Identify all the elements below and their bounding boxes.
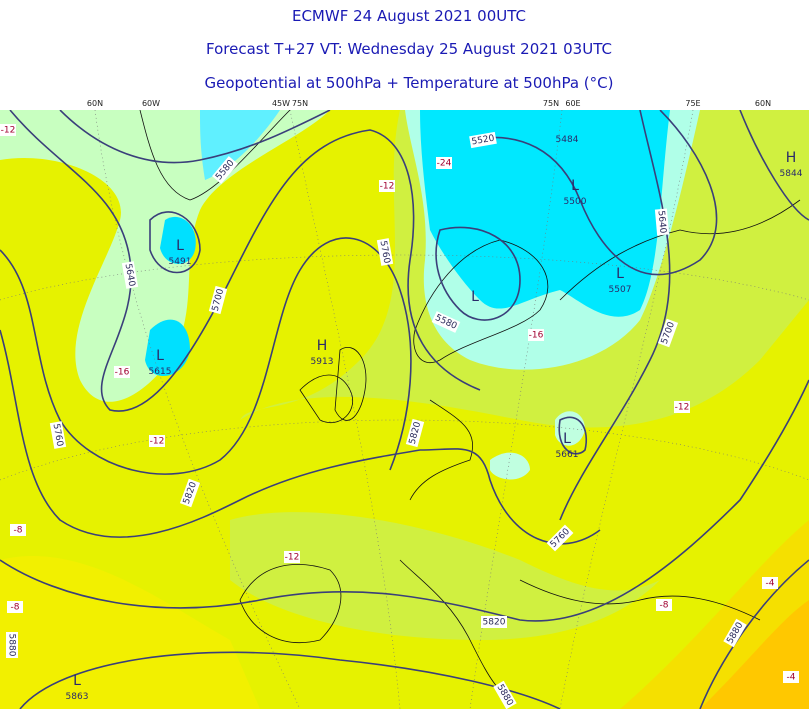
temperature-label: -8 — [660, 601, 669, 611]
contour-labels: 5520558056405700576055805760582058205640… — [6, 131, 747, 709]
contour-label-text: 5520 — [471, 134, 496, 148]
contour-label: 5820 — [405, 418, 425, 448]
contour-label: 5880 — [6, 632, 18, 658]
center-value: 5507 — [609, 285, 632, 295]
label-box — [10, 524, 26, 536]
temperature-labels: -12 -24 -12 -16 -12 -16 -12 -8 -12 -8 -8 -4 -4 — [0, 124, 799, 683]
center-value: 5484 — [556, 135, 579, 145]
temperature-label: -24 — [437, 159, 452, 169]
label-box — [723, 618, 747, 648]
contour-label-text: 5760 — [51, 423, 65, 448]
graticule-label: 75N — [543, 99, 559, 108]
center-letter: L — [73, 673, 81, 689]
label-box — [546, 524, 574, 552]
title: ECMWF 24 August 2021 00UTC — [292, 7, 526, 25]
temperature-label: -12 — [675, 403, 690, 413]
graticule — [0, 110, 809, 709]
label-box — [114, 366, 130, 378]
label-box — [208, 285, 228, 315]
center-value: 5615 — [149, 367, 172, 377]
contour-label: 5760 — [49, 421, 67, 449]
contour-label-text: 5880 — [7, 634, 17, 657]
label-box — [179, 478, 201, 508]
center-value: 5500 — [564, 197, 587, 207]
label-box — [674, 401, 690, 413]
label-box — [469, 131, 497, 149]
label-box — [431, 311, 461, 333]
header: ECMWF 24 August 2021 00UTC Forecast T+27… — [205, 7, 614, 92]
label-box — [436, 157, 452, 169]
center-letter: L — [571, 178, 579, 194]
center-value: 5844 — [780, 169, 803, 179]
contour-label-text: 5640 — [656, 210, 668, 234]
contour-label-text: 5640 — [123, 263, 137, 288]
label-box — [7, 601, 23, 613]
graticule-label: 60N — [755, 99, 771, 108]
center-letter: L — [156, 348, 164, 364]
temperature-label: -12 — [285, 553, 300, 563]
label-box — [149, 435, 165, 447]
temperature-label: -4 — [787, 673, 796, 683]
temperature-label: -16 — [529, 331, 544, 341]
label-box — [493, 680, 517, 709]
contour-label: 5700 — [208, 285, 228, 315]
graticule-labels: 60N 60W 45W 75N 75N 60E 75E 60N — [87, 99, 771, 108]
center-letter: L — [616, 266, 624, 282]
forecast-line: Forecast T+27 VT: Wednesday 25 August 20… — [206, 40, 612, 58]
label-box — [376, 238, 394, 266]
label-box — [49, 421, 67, 449]
temperature-label: -8 — [11, 603, 20, 613]
label-box — [0, 124, 16, 136]
temperature-label: -8 — [14, 526, 23, 536]
fields-line: Geopotential at 500hPa + Temperature at … — [205, 74, 614, 92]
graticule-label: 60W — [142, 99, 160, 108]
center-value: 5913 — [311, 357, 334, 367]
label-box — [481, 616, 507, 628]
label-box — [762, 577, 778, 589]
label-box — [528, 329, 544, 341]
contour-label: 5760 — [376, 238, 394, 266]
center-value: 5661 — [556, 450, 579, 460]
coastlines — [139, 110, 801, 691]
graticule-label: 75N — [292, 99, 308, 108]
label-box — [657, 318, 679, 348]
label-box — [6, 632, 18, 658]
center-letter: L — [471, 289, 479, 305]
center-letter: H — [317, 338, 328, 354]
label-box — [212, 156, 238, 184]
contour-label-text: 5760 — [378, 240, 392, 265]
temperature-label: -16 — [115, 368, 130, 378]
graticule-label: 45W — [272, 99, 290, 108]
contour-label: 5640 — [654, 208, 670, 236]
center-letter: H — [786, 150, 797, 166]
contour-label: 5520 — [469, 131, 497, 149]
pressure-centers: L 5491 L 5615 H 5913 L L 5500 L 5507 L 5661 H 5844 L 586… — [66, 150, 803, 702]
graticule-label: 60N — [87, 99, 103, 108]
label-box — [121, 261, 139, 289]
center-letter: L — [176, 238, 184, 254]
contour-label: 5640 — [121, 261, 139, 289]
temperature-label: -12 — [1, 126, 16, 136]
temperature-label: -12 — [380, 182, 395, 192]
center-letter: L — [563, 431, 571, 447]
graticule-label: 60E — [565, 99, 580, 108]
label-box — [656, 599, 672, 611]
label-box — [379, 180, 395, 192]
label-box — [783, 671, 799, 683]
label-box — [284, 551, 300, 563]
center-value: 5491 — [169, 257, 192, 267]
label-box — [654, 208, 670, 236]
temperature-label: -12 — [150, 437, 165, 447]
contour-label-text: 5820 — [483, 618, 506, 628]
center-value: 5863 — [66, 692, 89, 702]
label-box — [405, 418, 425, 448]
contour-label: 5820 — [481, 616, 507, 628]
graticule-label: 75E — [685, 99, 700, 108]
temperature-label: -4 — [766, 579, 775, 589]
